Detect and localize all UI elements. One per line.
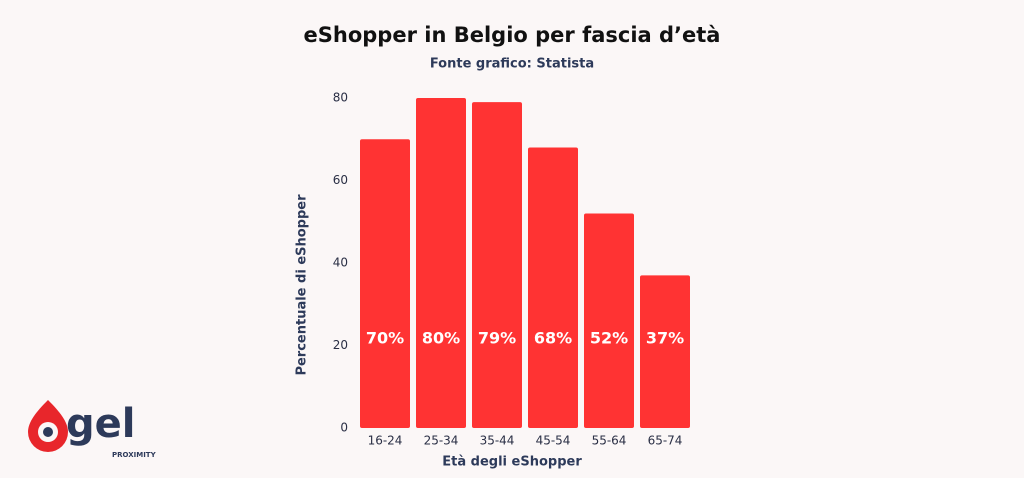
x-tick-label: 65-74 [648, 434, 683, 448]
bar [640, 275, 690, 428]
logo-subtitle: PROXIMITY [112, 451, 157, 459]
bar [528, 147, 578, 428]
bar [416, 98, 466, 428]
value-label: 68% [534, 329, 572, 348]
y-tick-label: 60 [333, 173, 348, 187]
value-label: 79% [478, 329, 516, 348]
x-tick-label: 55-64 [592, 434, 627, 448]
y-tick-label: 0 [340, 421, 348, 435]
x-tick-label: 16-24 [368, 434, 403, 448]
y-tick-label: 20 [333, 338, 348, 352]
x-tick-label: 45-54 [536, 434, 571, 448]
value-label: 37% [646, 329, 684, 348]
x-tick-label: 25-34 [424, 434, 459, 448]
y-tick-label: 80 [333, 91, 348, 105]
chart-title: eShopper in Belgio per fascia d’età [304, 23, 721, 47]
value-label: 80% [422, 329, 460, 348]
logo-text: gel [66, 401, 135, 447]
x-axis-label: Età degli eShopper [442, 455, 582, 470]
value-label: 52% [590, 329, 628, 348]
bar [584, 213, 634, 428]
logo: gel PROXIMITY [28, 400, 157, 459]
value-label: 70% [366, 329, 404, 348]
x-tick-label: 35-44 [480, 434, 515, 448]
logo-dot [43, 427, 53, 437]
y-tick-label: 40 [333, 256, 348, 270]
bar [360, 139, 410, 428]
bar [472, 102, 522, 428]
chart-subtitle: Fonte grafico: Statista [430, 57, 594, 72]
y-axis-label: Percentuale di eShopper [295, 194, 310, 376]
